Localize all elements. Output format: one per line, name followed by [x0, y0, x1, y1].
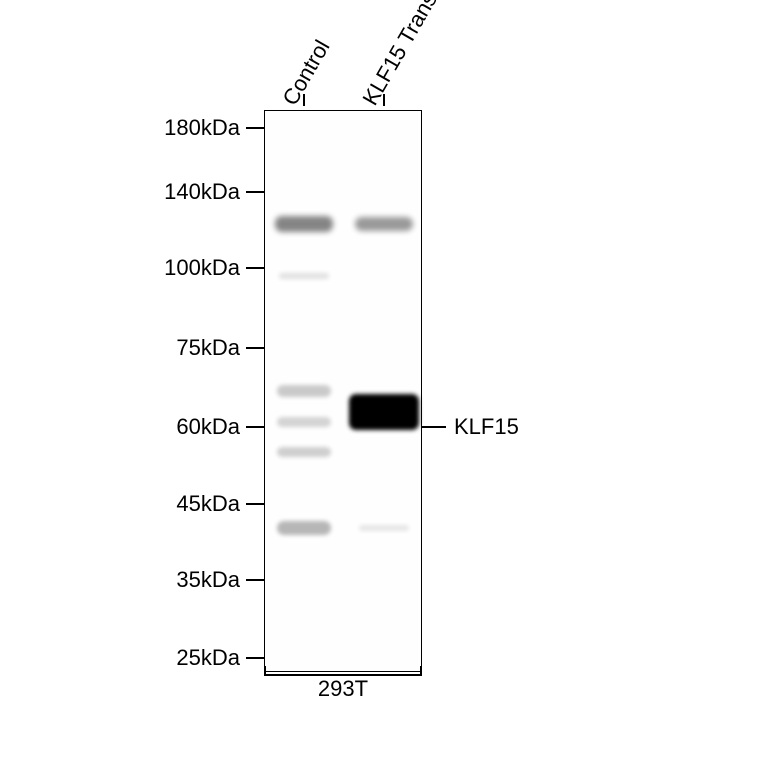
lane-label: KLF15 Transfected [357, 0, 472, 110]
blot-band [277, 385, 331, 397]
mw-tick [246, 503, 264, 505]
blot-band [275, 216, 333, 232]
blot-band [359, 525, 409, 531]
target-label: KLF15 [454, 414, 519, 440]
mw-label: 60kDa [176, 414, 240, 440]
mw-tick [246, 347, 264, 349]
sample-tick-left [264, 666, 266, 674]
mw-tick [246, 127, 264, 129]
blot-band [277, 521, 331, 535]
mw-tick [246, 426, 264, 428]
mw-tick [246, 657, 264, 659]
blot-band [277, 417, 331, 427]
sample-tick-right [420, 666, 422, 674]
sample-label: 293T [264, 676, 422, 702]
blot-band [349, 394, 419, 430]
blot-band [279, 273, 329, 279]
mw-label: 35kDa [176, 567, 240, 593]
mw-label: 45kDa [176, 491, 240, 517]
blot-band [355, 217, 413, 231]
mw-label: 180kDa [164, 115, 240, 141]
mw-label: 25kDa [176, 645, 240, 671]
mw-label: 75kDa [176, 335, 240, 361]
mw-label: 100kDa [164, 255, 240, 281]
mw-tick [246, 191, 264, 193]
lane-label: Control [277, 36, 335, 110]
mw-tick [246, 579, 264, 581]
blot-band [277, 447, 331, 457]
mw-tick [246, 267, 264, 269]
target-tick [422, 426, 446, 428]
mw-label: 140kDa [164, 179, 240, 205]
